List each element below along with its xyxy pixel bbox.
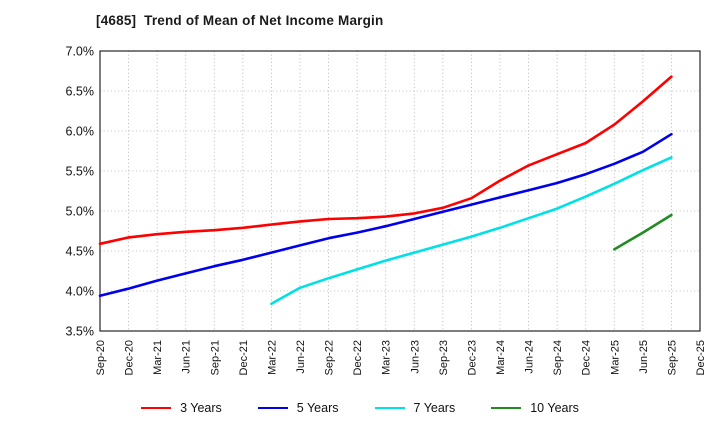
chart-legend: 3 Years 5 Years 7 Years 10 Years bbox=[0, 401, 720, 415]
y-axis-tick-label: 4.0% bbox=[66, 285, 95, 299]
x-axis-tick-label: Jun-25 bbox=[638, 340, 650, 374]
series-line-7-years bbox=[270, 156, 673, 306]
x-axis-tick-label: Mar-25 bbox=[609, 340, 621, 375]
x-axis-tick-label: Jun-22 bbox=[295, 340, 307, 374]
x-axis-tick-label: Sep-24 bbox=[552, 340, 564, 375]
y-axis-tick-label: 3.5% bbox=[66, 325, 95, 339]
x-axis-tick-label: Sep-21 bbox=[209, 340, 221, 375]
legend-item-10-years: 10 Years bbox=[491, 401, 579, 415]
series-line-10-years bbox=[612, 213, 673, 251]
y-axis-tick-label: 6.5% bbox=[66, 85, 95, 99]
y-axis-tick-label: 6.0% bbox=[66, 125, 95, 139]
x-axis-tick-label: Sep-25 bbox=[666, 340, 678, 375]
legend-swatch bbox=[491, 407, 522, 409]
legend-label: 7 Years bbox=[413, 401, 456, 415]
y-axis-tick-label: 4.5% bbox=[66, 245, 95, 259]
x-axis-tick-label: Dec-25 bbox=[695, 340, 707, 375]
x-axis-tick-label: Mar-21 bbox=[152, 340, 164, 375]
legend-label: 10 Years bbox=[530, 401, 579, 415]
legend-item-3-years: 3 Years bbox=[141, 401, 222, 415]
x-axis-tick-label: Mar-23 bbox=[381, 340, 393, 375]
legend-item-7-years: 7 Years bbox=[374, 401, 456, 415]
series-line-5-years bbox=[98, 132, 673, 298]
x-axis-tick-label: Dec-20 bbox=[124, 340, 136, 375]
x-axis-tick-label: Jun-21 bbox=[181, 340, 193, 374]
y-axis-tick-label: 5.5% bbox=[66, 165, 95, 179]
x-axis-tick-label: Dec-23 bbox=[466, 340, 478, 375]
y-axis-tick-label: 7.0% bbox=[66, 45, 95, 59]
legend-label: 5 Years bbox=[296, 401, 339, 415]
x-axis-tick-label: Jun-23 bbox=[409, 340, 421, 374]
plot-border bbox=[99, 50, 701, 332]
x-axis-tick-label: Dec-22 bbox=[352, 340, 364, 375]
chart-title: [4685] Trend of Mean of Net Income Margi… bbox=[96, 13, 384, 28]
x-axis-tick-label: Dec-24 bbox=[581, 340, 593, 375]
y-axis-tick-label: 5.0% bbox=[66, 205, 95, 219]
x-axis-tick-label: Sep-20 bbox=[95, 340, 107, 375]
x-axis-tick-label: Sep-22 bbox=[324, 340, 336, 375]
x-axis-tick-label: Dec-21 bbox=[238, 340, 250, 375]
x-axis-tick-label: Sep-23 bbox=[438, 340, 450, 375]
x-axis-tick-label: Jun-24 bbox=[524, 340, 536, 374]
legend-swatch bbox=[141, 407, 172, 409]
legend-item-5-years: 5 Years bbox=[257, 401, 339, 415]
x-axis-tick-label: Mar-24 bbox=[495, 340, 507, 375]
legend-swatch bbox=[257, 407, 288, 409]
legend-swatch bbox=[374, 407, 405, 409]
series-line-3-years bbox=[98, 75, 673, 246]
x-axis-tick-label: Mar-22 bbox=[266, 340, 278, 375]
legend-label: 3 Years bbox=[180, 401, 222, 415]
